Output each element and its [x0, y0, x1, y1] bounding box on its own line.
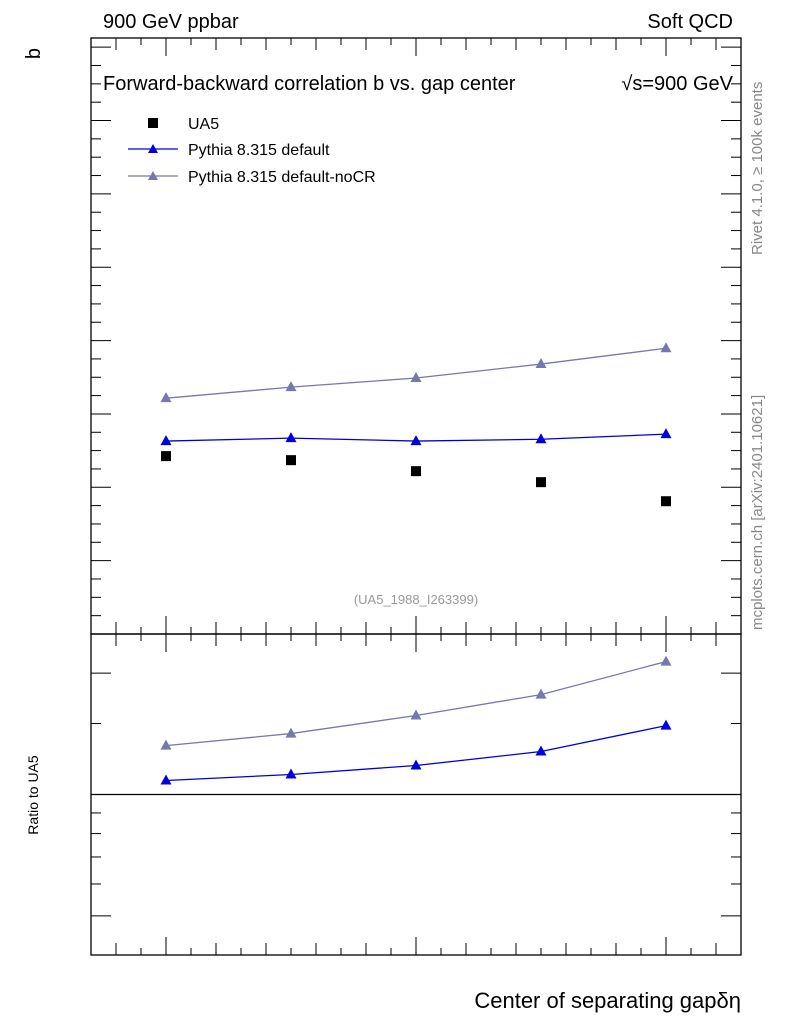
data-point-series-1 [410, 435, 422, 446]
ratio-point-series-1 [160, 739, 172, 750]
ratio-point-series-0 [285, 768, 297, 779]
header-right: Soft QCD [647, 11, 733, 33]
ratio-point-series-0 [160, 774, 172, 785]
legend-label-nocr: Pythia 8.315 default-noCR [188, 169, 376, 186]
chart-title: Forward-backward correlation b vs. gap c… [103, 73, 516, 95]
legend-marker-ua5 [148, 118, 158, 128]
data-point-ua5 [536, 477, 546, 488]
data-point-series-1 [660, 428, 672, 439]
header-left: 900 GeV ppbar [103, 11, 239, 33]
ratio-point-series-0 [535, 745, 547, 756]
ratio-point-series-1 [535, 688, 547, 699]
ratio-y-axis-label: Ratio to UA5 [25, 755, 41, 835]
chart-title-energy: √s=900 GeV [621, 73, 733, 95]
legend-marker-default [148, 144, 158, 153]
data-point-series-2 [160, 392, 172, 403]
data-point-series-1 [535, 433, 547, 444]
data-point-series-2 [285, 381, 297, 392]
data-point-series-1 [285, 432, 297, 443]
legend-marker-nocr [148, 171, 158, 180]
ratio-point-series-0 [660, 719, 672, 730]
ratio-line-1 [165, 660, 667, 747]
x-axis-label: Center of separating gapδη [474, 988, 741, 1013]
data-point-ua5 [411, 466, 421, 477]
mcplots-label: mcplots.cern.ch [arXiv:2401.10621] [749, 395, 766, 630]
ratio-point-series-1 [660, 655, 672, 666]
rivet-label: Rivet 4.1.0, ≥ 100k events [749, 82, 766, 255]
analysis-annotation: (UA5_1988_I263399) [354, 592, 478, 607]
ratio-point-series-1 [410, 709, 422, 720]
data-point-series-1 [160, 435, 172, 446]
legend: UA5 Pythia 8.315 default Pythia 8.315 de… [128, 116, 376, 186]
data-point-series-2 [535, 358, 547, 369]
ratio-point-series-0 [410, 759, 422, 770]
data-point-series-2 [660, 342, 672, 353]
data-point-ua5 [161, 451, 171, 462]
legend-label-default: Pythia 8.315 default [188, 142, 330, 159]
data-point-series-2 [410, 371, 422, 382]
y-axis-label: b [23, 48, 45, 59]
legend-label-ua5: UA5 [188, 116, 219, 133]
data-point-ua5 [661, 496, 671, 507]
ratio-line-0 [165, 724, 667, 782]
ratio-point-series-1 [285, 727, 297, 738]
data-point-ua5 [286, 455, 296, 466]
